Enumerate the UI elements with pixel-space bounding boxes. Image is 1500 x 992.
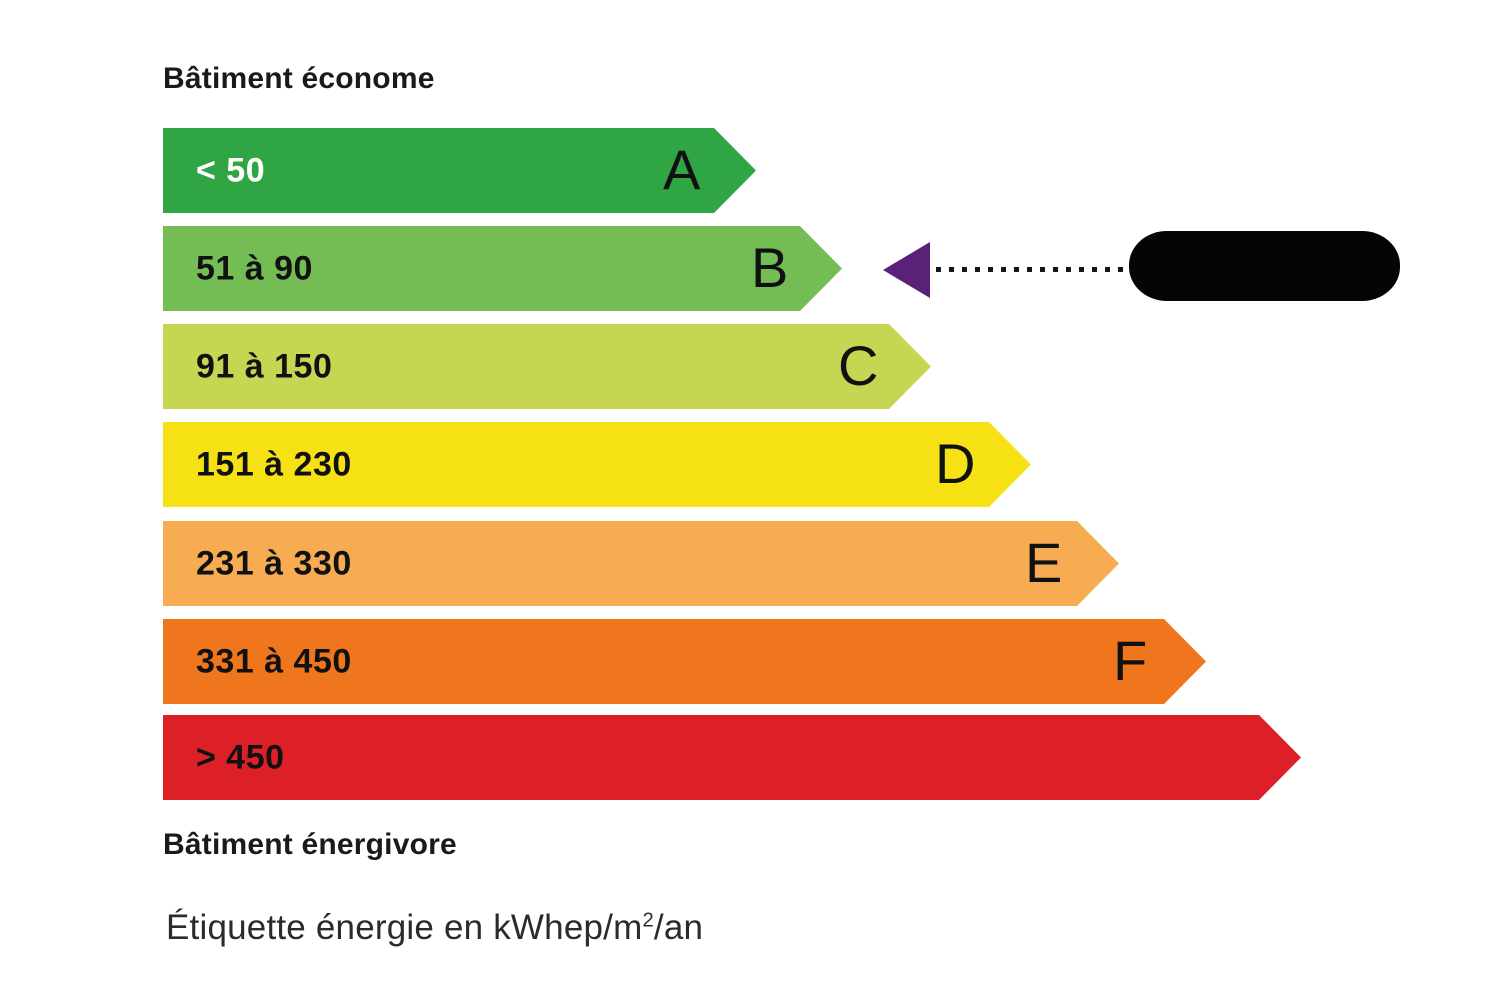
bar-class-letter: B: [751, 235, 789, 299]
bar-range-label: 51 à 90: [196, 249, 313, 287]
bar-class-letter: D: [935, 431, 976, 495]
bar-class-letter: A: [663, 137, 701, 201]
bar-arrow-shape: [163, 619, 1206, 704]
bar-range-label: < 50: [196, 151, 266, 189]
bar-arrow-shape: [163, 422, 1031, 507]
bar-range-label: > 450: [196, 738, 285, 776]
dotted-connector-line: [936, 267, 1130, 272]
bar-range-label: 331 à 450: [196, 642, 352, 680]
unit-prefix-text: Étiquette énergie en kWhep/m: [166, 908, 643, 947]
bar-arrow-shape: [163, 128, 756, 213]
unit-suffix-text: /an: [653, 908, 704, 947]
bar-arrow-shape: [163, 715, 1301, 800]
rating-value-redaction: [1129, 231, 1400, 301]
bar-range-label: 151 à 230: [196, 445, 352, 483]
label-top-caption: Bâtiment économe: [163, 62, 435, 95]
bar-class-letter: E: [1025, 530, 1063, 594]
energy-class-bar-E: 231 à 330 E: [163, 521, 1119, 606]
label-unit-caption: Étiquette énergie en kWhep/m2/an: [166, 908, 703, 948]
bar-class-letter: F: [1113, 628, 1148, 692]
bar-range-label: 231 à 330: [196, 544, 352, 582]
energy-class-bar-A: < 50 A: [163, 128, 756, 213]
bar-range-label: 91 à 150: [196, 347, 333, 385]
left-triangle-arrow-icon: [883, 242, 930, 298]
energy-class-bar-G: > 450: [163, 715, 1301, 800]
bar-arrow-shape: [163, 226, 842, 311]
unit-exponent-text: 2: [642, 909, 654, 932]
energy-class-bar-F: 331 à 450 F: [163, 619, 1206, 704]
energy-class-bar-B: 51 à 90 B: [163, 226, 842, 311]
bar-arrow-shape: [163, 521, 1119, 606]
bar-class-letter: C: [838, 333, 879, 397]
energy-class-bar-C: 91 à 150 C: [163, 324, 931, 409]
current-rating-pointer: [880, 228, 1440, 312]
energy-class-bar-D: 151 à 230 D: [163, 422, 1031, 507]
label-bottom-caption: Bâtiment énergivore: [163, 828, 457, 861]
bar-arrow-shape: [163, 324, 931, 409]
